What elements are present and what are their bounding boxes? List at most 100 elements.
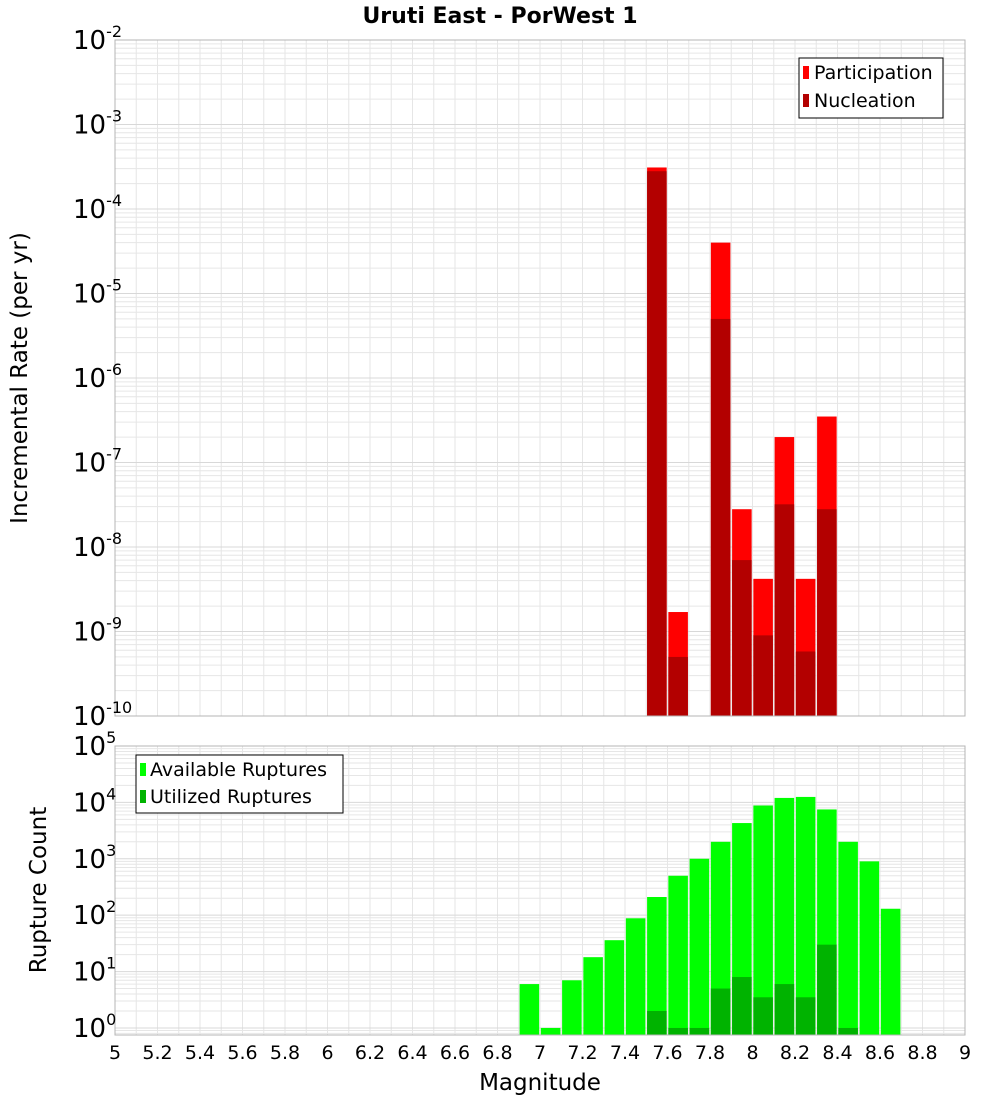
x-tick-label: 6.2: [355, 1042, 385, 1064]
bar-utilized-ruptures: [838, 1027, 858, 1035]
bar-utilized-ruptures: [753, 997, 773, 1035]
y-tick-label: 10-6: [73, 360, 122, 394]
bar-utilized-ruptures: [774, 984, 795, 1035]
bottom-y-axis-label: Rupture Count: [26, 807, 52, 973]
x-tick-label: 6.6: [440, 1042, 470, 1064]
x-tick-label: 5.8: [270, 1042, 300, 1064]
y-tick-exponent: -2: [106, 22, 122, 41]
bar-nucleation: [732, 560, 752, 716]
bar-available-ruptures: [583, 957, 603, 1035]
y-tick-label: 10-10: [73, 698, 132, 732]
x-axis-label: Magnitude: [479, 1070, 601, 1096]
bar-nucleation: [817, 509, 837, 716]
y-tick-label: 10-2: [73, 22, 122, 56]
y-tick-label: 10-5: [73, 276, 122, 310]
y-tick-exponent: 0: [106, 1010, 116, 1029]
bar-utilized-ruptures: [817, 944, 837, 1035]
bar-utilized-ruptures: [710, 988, 731, 1035]
y-tick-label: 100: [73, 1010, 116, 1044]
y-tick-exponent: -10: [106, 698, 132, 717]
top-bars: [647, 167, 837, 717]
bar-available-ruptures: [540, 1027, 561, 1035]
legend-swatch-available: [140, 763, 146, 776]
bar-available-ruptures: [562, 980, 582, 1035]
bar-available-ruptures: [880, 908, 901, 1035]
x-tick-label: 5.4: [185, 1042, 215, 1064]
y-tick-base: 10: [73, 449, 106, 479]
bar-nucleation: [710, 318, 731, 716]
y-tick-label: 104: [73, 784, 116, 818]
legend-swatch-utilized: [140, 790, 146, 803]
legend-swatch-participation: [803, 66, 809, 79]
y-tick-label: 10-4: [73, 191, 122, 225]
bar-utilized-ruptures: [795, 997, 816, 1035]
bar-available-ruptures: [604, 940, 625, 1035]
y-tick-base: 10: [73, 901, 106, 931]
y-tick-label: 102: [73, 897, 116, 931]
bar-available-ruptures: [753, 805, 773, 1035]
x-tick-label: 9: [959, 1042, 971, 1064]
top-plot-frame: [114, 39, 966, 717]
y-tick-base: 10: [73, 958, 106, 988]
x-tick-label: 8.4: [822, 1042, 852, 1064]
top-grid: [114, 39, 966, 717]
y-tick-exponent: -5: [106, 276, 122, 295]
top-legend-box: [798, 57, 944, 119]
top-y-axis-label: Incremental Rate (per yr): [7, 232, 33, 524]
bar-nucleation: [647, 171, 667, 716]
y-tick-base: 10: [73, 1014, 106, 1044]
bar-nucleation: [795, 651, 816, 716]
top-y-tick-labels: 10-210-310-410-510-610-710-810-910-10: [73, 22, 132, 732]
y-tick-base: 10: [73, 845, 106, 875]
bar-nucleation: [774, 504, 795, 716]
y-tick-base: 10: [73, 111, 106, 141]
y-tick-exponent: 1: [106, 954, 116, 973]
bar-available-ruptures: [689, 858, 710, 1035]
y-tick-label: 105: [73, 728, 116, 762]
chart-title: Uruti East - PorWest 1: [362, 4, 637, 29]
y-tick-base: 10: [73, 195, 106, 225]
y-tick-exponent: 2: [106, 897, 116, 916]
y-tick-exponent: 4: [106, 784, 116, 803]
legend-swatch-nucleation: [803, 94, 809, 107]
y-tick-base: 10: [73, 788, 106, 818]
legend-label-available: Available Ruptures: [150, 759, 327, 781]
y-tick-exponent: -4: [106, 191, 122, 210]
bar-utilized-ruptures: [668, 1027, 688, 1035]
y-tick-base: 10: [73, 702, 106, 732]
bar-available-ruptures: [519, 984, 540, 1035]
bar-utilized-ruptures: [689, 1027, 710, 1035]
bar-available-ruptures: [625, 918, 646, 1035]
legend-label-participation: Participation: [814, 62, 933, 84]
x-tick-label: 7.6: [652, 1042, 682, 1064]
y-tick-exponent: 5: [106, 728, 116, 747]
x-tick-label: 5.2: [142, 1042, 172, 1064]
bar-available-ruptures: [668, 875, 688, 1035]
bar-nucleation: [668, 656, 688, 716]
bar-utilized-ruptures: [732, 977, 752, 1035]
y-tick-label: 10-7: [73, 445, 122, 479]
x-tick-label: 8.6: [865, 1042, 895, 1064]
x-tick-label: 8.2: [780, 1042, 810, 1064]
y-tick-exponent: -9: [106, 614, 122, 633]
x-tick-label: 5: [109, 1042, 121, 1064]
x-tick-labels: 5 5.2 5.4 5.6 5.8 6 6.2 6.4 6.6 6.8 7 7.2 7.4 7.6 7.8 8…: [109, 1042, 971, 1064]
x-tick-label: 7.8: [695, 1042, 725, 1064]
bottom-legend-box: [135, 754, 344, 814]
bottom-bars: [519, 796, 901, 1035]
y-tick-label: 101: [73, 954, 116, 988]
x-tick-label: 6.4: [397, 1042, 427, 1064]
top-legend: Participation Nucleation: [798, 57, 944, 119]
y-tick-label: 10-3: [73, 107, 122, 141]
x-tick-label: 8: [746, 1042, 758, 1064]
y-tick-label: 10-8: [73, 529, 122, 563]
y-tick-base: 10: [73, 364, 106, 394]
y-tick-label: 103: [73, 841, 116, 875]
bar-utilized-ruptures: [647, 1010, 667, 1035]
bar-available-ruptures: [710, 841, 731, 1035]
bottom-legend: Available Ruptures Utilized Ruptures: [135, 754, 344, 814]
y-tick-exponent: -8: [106, 529, 122, 548]
